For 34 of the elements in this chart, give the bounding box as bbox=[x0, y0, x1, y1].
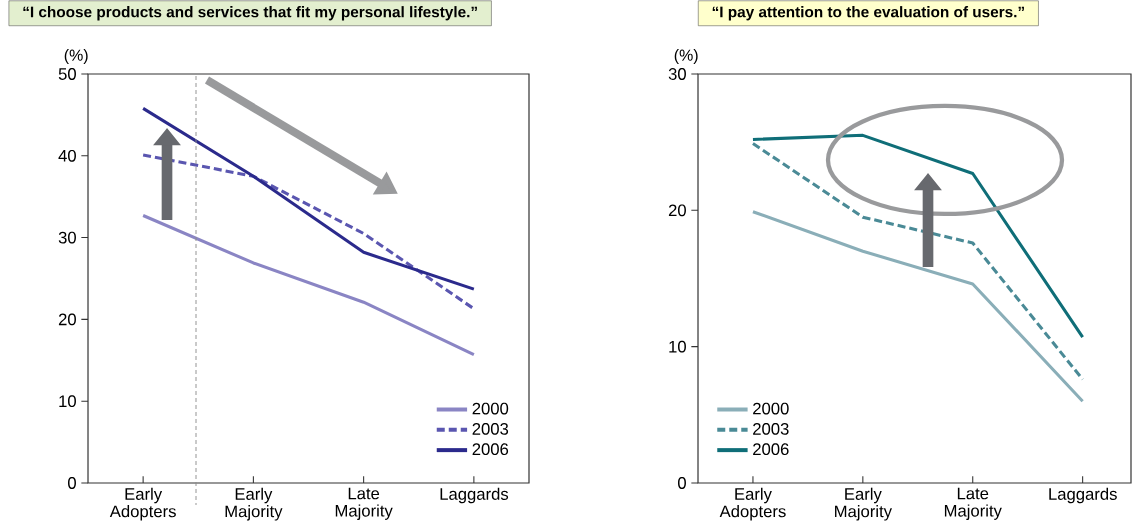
line-series bbox=[141, 153, 476, 311]
y-tick-label: 20 bbox=[668, 204, 686, 217]
y-tick-label: 0 bbox=[678, 477, 686, 489]
legend-label: 2006 bbox=[753, 443, 789, 456]
y-axis-title: (%) bbox=[64, 49, 88, 64]
legend-label: 2003 bbox=[472, 423, 509, 435]
chart-title: “I choose products and services that fit my personal lifestyle.” bbox=[23, 6, 477, 21]
legend-label: 2000 bbox=[753, 402, 789, 415]
y-tick-label: 10 bbox=[59, 395, 76, 408]
line-series bbox=[141, 213, 476, 357]
x-tick-label: Early Majority bbox=[835, 487, 892, 521]
legend-label: 2006 bbox=[472, 443, 509, 456]
y-tick-label: 20 bbox=[58, 313, 76, 326]
y-tick-label: 50 bbox=[58, 68, 76, 80]
legend-label: 2003 bbox=[753, 423, 789, 435]
line-series bbox=[751, 133, 1085, 339]
x-tick-label: Early Adopters bbox=[719, 487, 786, 521]
y-tick-label: 40 bbox=[58, 149, 76, 162]
line-series bbox=[751, 210, 1085, 403]
line-series bbox=[751, 141, 1085, 381]
chart-title: “I pay attention to the evaluation of users.” bbox=[712, 6, 1024, 21]
x-tick-label: Laggards bbox=[1049, 487, 1117, 504]
x-tick-label: Laggards bbox=[440, 487, 509, 504]
y-tick-label: 10 bbox=[669, 340, 686, 353]
x-tick-label: Late Majority bbox=[335, 487, 393, 520]
x-tick-label: Early Adopters bbox=[109, 487, 176, 521]
x-tick-label: Late Majority bbox=[944, 487, 1002, 520]
y-tick-label: 30 bbox=[668, 68, 686, 80]
y-tick-label: 30 bbox=[58, 231, 76, 244]
line-series bbox=[141, 106, 476, 291]
y-axis-title: (%) bbox=[674, 49, 698, 64]
x-tick-label: Early Majority bbox=[225, 487, 283, 521]
legend-label: 2000 bbox=[472, 402, 509, 415]
y-tick-label: 0 bbox=[68, 477, 76, 489]
